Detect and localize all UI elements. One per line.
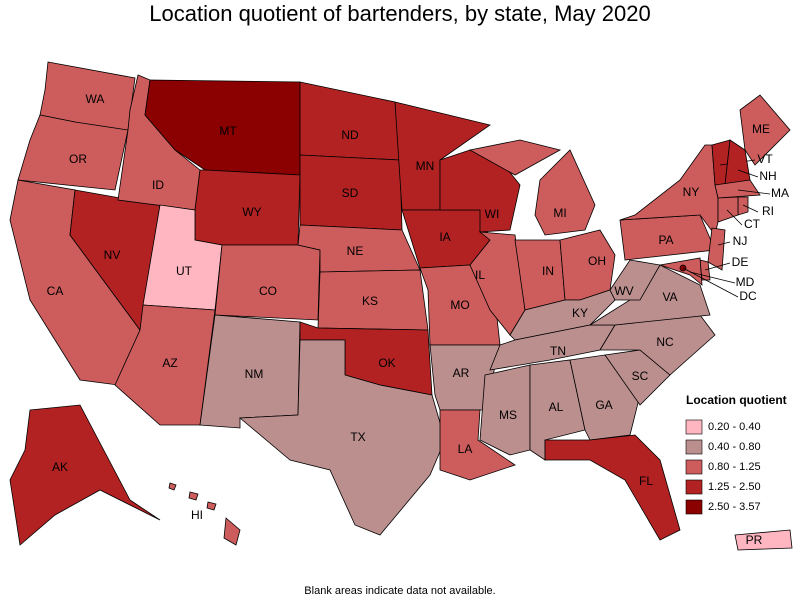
- state: [223, 517, 241, 546]
- legend-label: 2.50 - 3.57: [708, 501, 761, 513]
- leader-line: [737, 189, 771, 195]
- state-label: MA: [771, 186, 789, 200]
- state-label: DC: [739, 289, 757, 303]
- state-label: CA: [47, 284, 64, 298]
- state-label: MD: [736, 275, 755, 289]
- state: [659, 257, 703, 286]
- state-label: MS: [499, 408, 517, 422]
- legend-label: 0.80 - 1.25: [708, 461, 761, 473]
- state-label: VT: [757, 152, 773, 166]
- legend-swatch: [685, 479, 703, 495]
- state-label: SD: [342, 186, 359, 200]
- state-label: AR: [453, 366, 470, 380]
- state: [214, 244, 321, 321]
- leader-line: [737, 169, 759, 178]
- state: [114, 304, 216, 426]
- state-label: SC: [632, 369, 649, 383]
- state-label: HI: [191, 508, 203, 522]
- state: [299, 81, 401, 161]
- state: [534, 149, 596, 236]
- state-label: NH: [759, 169, 776, 183]
- map-title: Location quotient of bartenders, by stat…: [149, 1, 650, 26]
- state: [468, 139, 562, 176]
- state-label: ME: [752, 122, 770, 136]
- state-label: NJ: [733, 234, 748, 248]
- state-label: ND: [341, 128, 359, 142]
- state-label: NC: [656, 335, 674, 349]
- state-label: KS: [362, 294, 378, 308]
- legend-label: 1.25 - 2.50: [708, 481, 761, 493]
- state-label: IL: [475, 268, 485, 282]
- state-label: OH: [588, 254, 606, 268]
- state-label: WA: [86, 92, 105, 106]
- legend-label: 0.20 - 0.40: [708, 421, 761, 433]
- leader-line: [726, 209, 743, 226]
- state-label: TX: [350, 430, 365, 444]
- state: [609, 259, 661, 301]
- state-label: UT: [176, 264, 193, 278]
- state-label: AL: [549, 400, 564, 414]
- state-label: AZ: [162, 356, 177, 370]
- state-label: IA: [439, 230, 450, 244]
- state-label: CT: [744, 217, 761, 231]
- state: [737, 196, 749, 216]
- state-label: VA: [662, 290, 677, 304]
- state-label: DE: [732, 255, 749, 269]
- state: [206, 501, 217, 511]
- state: [739, 94, 791, 166]
- state-label: WI: [485, 207, 500, 221]
- state-label: MO: [450, 298, 469, 312]
- legend-swatch: [685, 499, 703, 515]
- leader-line: [717, 241, 731, 246]
- leader-line: [682, 267, 739, 298]
- state-label: TN: [550, 344, 566, 358]
- legend-swatch: [685, 459, 703, 475]
- state-label: NV: [104, 248, 121, 262]
- state-label: FL: [639, 474, 653, 488]
- state: [168, 482, 177, 491]
- leader-line: [742, 204, 759, 213]
- state-label: GA: [595, 398, 612, 412]
- state-label: KY: [572, 306, 588, 320]
- state: [238, 339, 446, 536]
- state-label: LA: [458, 442, 473, 456]
- state: [9, 404, 161, 546]
- state-label: NY: [683, 185, 700, 199]
- leader-line: [704, 262, 731, 271]
- legend-label: 0.40 - 0.80: [708, 441, 761, 453]
- state-label: WY: [242, 205, 261, 219]
- note: Blank areas indicate data not available.: [304, 585, 495, 597]
- legend-swatch: [685, 419, 703, 435]
- state-label: NM: [245, 367, 264, 381]
- state-label: OR: [69, 152, 87, 166]
- state: [479, 364, 531, 456]
- state: [188, 491, 199, 501]
- state-label: MN: [416, 159, 435, 173]
- state: [439, 409, 516, 481]
- state-label: WV: [614, 284, 633, 298]
- state-label: OK: [378, 356, 395, 370]
- state: [714, 179, 761, 199]
- state: [707, 227, 726, 271]
- legend-swatch: [685, 439, 703, 455]
- state-label: PR: [746, 533, 763, 547]
- state-label: ID: [152, 178, 164, 192]
- state-label: PA: [658, 233, 673, 247]
- state-label: RI: [762, 204, 774, 218]
- state-label: MI: [553, 206, 566, 220]
- state: [544, 434, 681, 541]
- state-label: CO: [259, 284, 277, 298]
- state-label: NE: [347, 244, 364, 258]
- state-label: AK: [52, 460, 68, 474]
- state: [734, 529, 793, 551]
- state-label: MT: [219, 124, 237, 138]
- leader-line: [689, 271, 736, 284]
- state-label: IN: [542, 264, 554, 278]
- legend-title: Location quotient: [686, 393, 787, 407]
- state: [17, 114, 129, 191]
